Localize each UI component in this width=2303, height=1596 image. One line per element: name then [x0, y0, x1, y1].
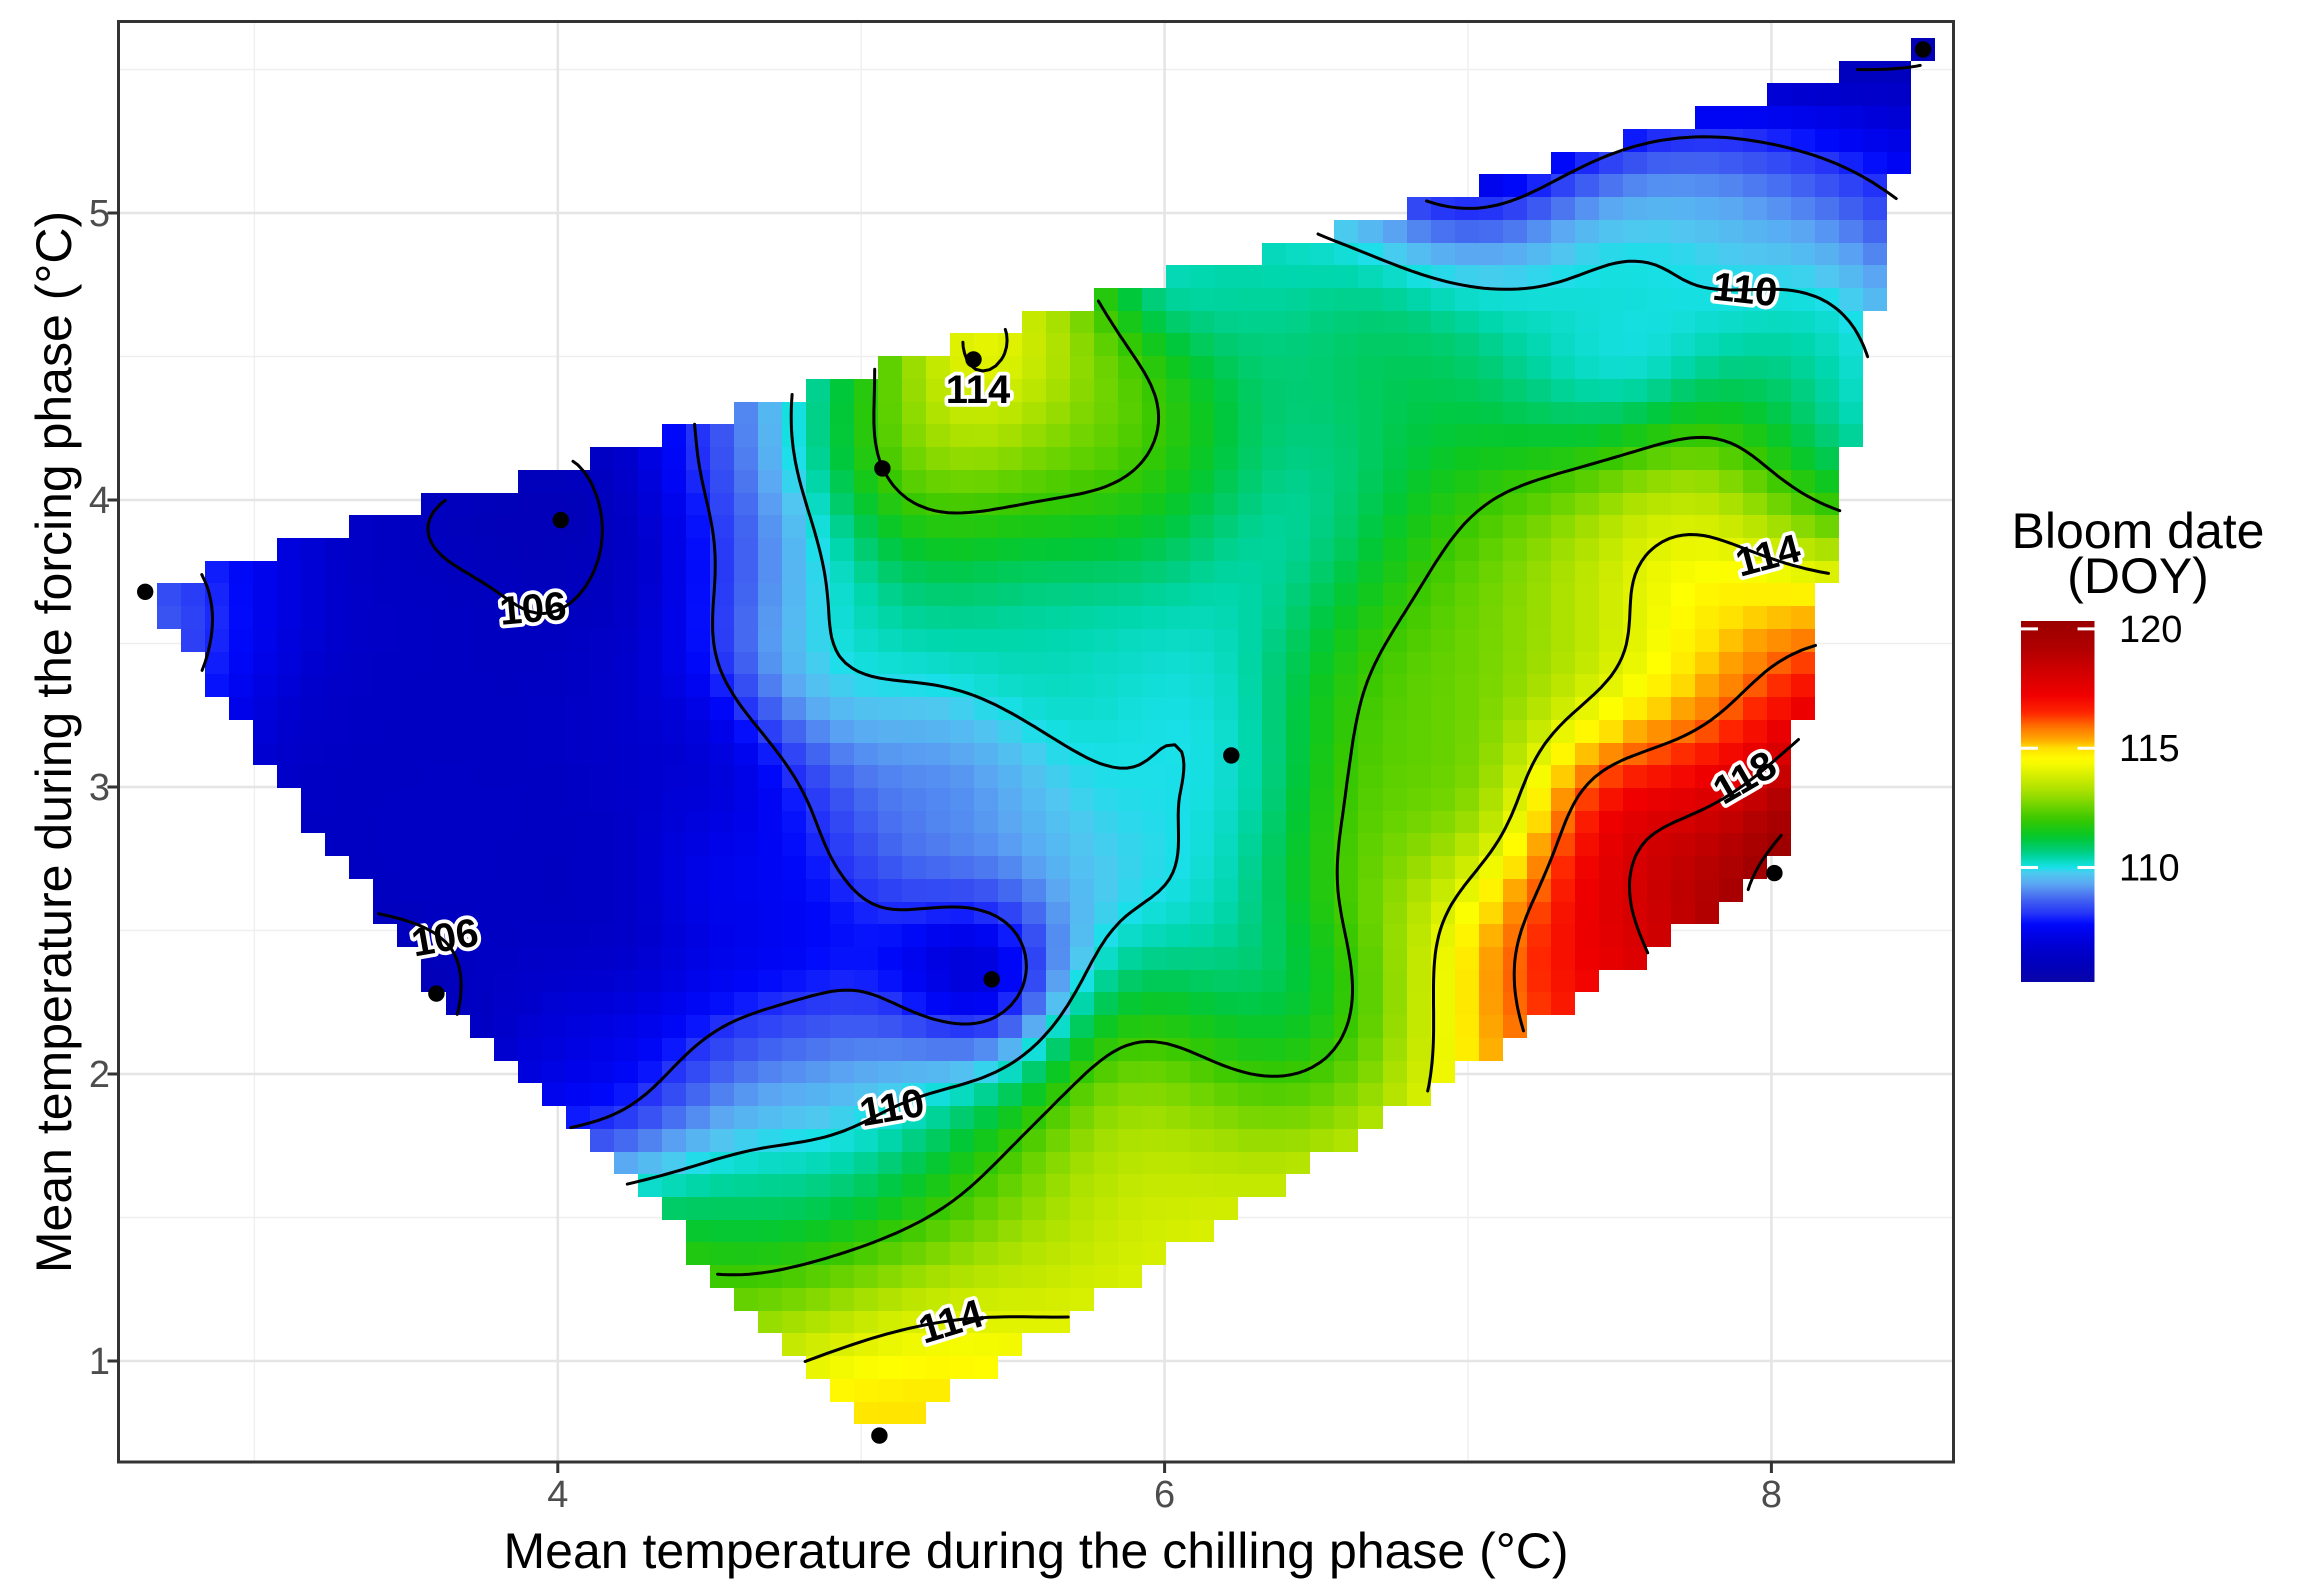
svg-text:Mean temperature during the ch: Mean temperature during the chilling pha… [504, 1523, 1569, 1579]
svg-text:114: 114 [946, 368, 1011, 412]
svg-text:120: 120 [2119, 609, 2182, 651]
svg-text:4: 4 [89, 480, 110, 522]
svg-text:4: 4 [547, 1474, 568, 1516]
svg-text:8: 8 [1761, 1474, 1782, 1516]
svg-text:(DOY): (DOY) [2067, 548, 2209, 604]
svg-text:115: 115 [2119, 728, 2180, 770]
svg-text:106: 106 [498, 584, 568, 634]
svg-text:2: 2 [89, 1054, 110, 1096]
svg-text:Mean temperature during the fo: Mean temperature during the forcing phas… [26, 211, 82, 1273]
svg-text:110: 110 [2119, 848, 2180, 890]
svg-text:5: 5 [89, 193, 110, 235]
svg-text:3: 3 [89, 767, 110, 809]
svg-text:1: 1 [89, 1341, 110, 1383]
svg-text:6: 6 [1154, 1474, 1175, 1516]
svg-text:Bloom date: Bloom date [2012, 503, 2265, 559]
